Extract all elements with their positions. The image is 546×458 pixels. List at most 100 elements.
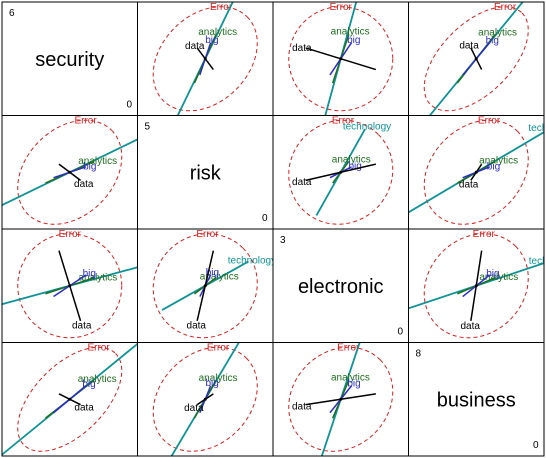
variable-label-technology: technology (228, 255, 276, 266)
variable-label-big: big (83, 269, 96, 280)
variable-label-data: data (185, 41, 205, 52)
error-ellipse (423, 119, 529, 225)
error-ellipse (17, 233, 123, 339)
variable-vector-technology (2, 266, 137, 306)
variable-label-big: big (83, 162, 96, 173)
error-ellipse (288, 6, 394, 112)
error-ellipse (288, 119, 394, 225)
variable-label-analytics: analytics (198, 27, 237, 38)
variable-label-analytics: analytics (331, 373, 370, 384)
variable-label-data: data (72, 321, 92, 332)
variable-label-big: big (206, 267, 219, 278)
variable-label-big: big (486, 268, 499, 279)
panel-frame (408, 342, 545, 457)
variable-label-analytics: analytics (479, 155, 518, 166)
diagonal-variable-name: business (437, 389, 516, 411)
variable-vector-technology (170, 343, 240, 456)
origin-point (474, 57, 478, 61)
origin-point (339, 57, 343, 61)
error-ellipse-label: Error (207, 342, 230, 353)
origin-point (68, 284, 72, 288)
variable-label-data: data (292, 401, 312, 412)
variable-label-big: big (347, 379, 360, 390)
origin-point (203, 284, 207, 288)
origin-point (339, 170, 343, 174)
error-ellipse (17, 346, 123, 452)
variable-label-technology: technology (138, 320, 186, 331)
error-ellipse-label: Error (337, 342, 360, 353)
origin-point (68, 170, 72, 174)
variable-label-data: data (459, 180, 479, 191)
variable-label-analytics: analytics (479, 272, 518, 283)
variable-label-data: data (292, 177, 312, 188)
diagonal-min-label: 0 (398, 327, 404, 338)
variable-label-analytics: analytics (78, 374, 117, 385)
variable-label-analytics: analytics (199, 373, 238, 384)
diagonal-min-label: 0 (127, 100, 133, 111)
variable-label-data: data (74, 402, 94, 413)
error-ellipse-label: Error (59, 229, 82, 240)
variable-label-technology: technology (343, 122, 391, 133)
variable-label-data: data (461, 321, 481, 332)
variable-label-analytics: analytics (478, 27, 517, 38)
diagonal-max-label: 8 (416, 349, 422, 360)
diagonal-variable-name: electronic (298, 276, 384, 298)
error-ellipse-label: Error (494, 2, 517, 13)
variable-label-analytics: analytics (332, 154, 371, 165)
variable-label-analytics: analytics (200, 271, 239, 282)
variable-label-technology: technology (529, 256, 546, 267)
diagonal-max-label: 3 (280, 235, 286, 246)
origin-point (203, 57, 207, 61)
error-ellipse-label: Error (478, 115, 501, 126)
diagonal-variable-name: risk (190, 162, 222, 184)
origin-point (68, 397, 72, 401)
variable-vector-technology (176, 2, 234, 115)
variable-label-data: data (184, 403, 204, 414)
diagonal-min-label: 0 (262, 213, 268, 224)
variable-vector-technology (429, 2, 524, 115)
variable-label-data: data (187, 321, 207, 332)
variable-label-analytics: analytics (331, 27, 370, 38)
error-ellipse (17, 119, 123, 225)
variable-label-analytics: analytics (78, 272, 117, 283)
error-ellipse-label: Error (87, 342, 110, 353)
variable-label-big: big (347, 35, 360, 46)
error-ellipse (423, 233, 529, 339)
error-ellipse (152, 346, 258, 452)
error-ellipse-label: Error (473, 229, 496, 240)
variable-label-big: big (348, 161, 361, 172)
variable-label-technology: technology (342, 319, 390, 330)
diagonal-max-label: 5 (145, 122, 151, 133)
variable-label-analytics: analytics (78, 156, 117, 167)
variable-label-big: big (205, 35, 218, 46)
error-ellipse-label: Error (330, 2, 353, 13)
origin-point (339, 397, 343, 401)
variable-label-big: big (82, 379, 95, 390)
error-ellipse-label: Error (332, 115, 355, 126)
variable-label-data: data (292, 43, 312, 54)
error-ellipse (423, 6, 529, 112)
variable-vector-technology (2, 138, 137, 206)
error-ellipse (288, 346, 394, 452)
error-ellipse (152, 6, 258, 112)
origin-point (203, 397, 207, 401)
variable-label-big: big (205, 378, 218, 389)
origin-point (474, 284, 478, 288)
variable-label-technology: technology (528, 123, 546, 134)
origin-point (474, 170, 478, 174)
variable-label-data: data (74, 179, 94, 190)
diagonal-max-label: 6 (9, 8, 15, 19)
error-ellipse-label: Error (210, 2, 233, 13)
error-ellipse-label: Error (74, 115, 97, 126)
